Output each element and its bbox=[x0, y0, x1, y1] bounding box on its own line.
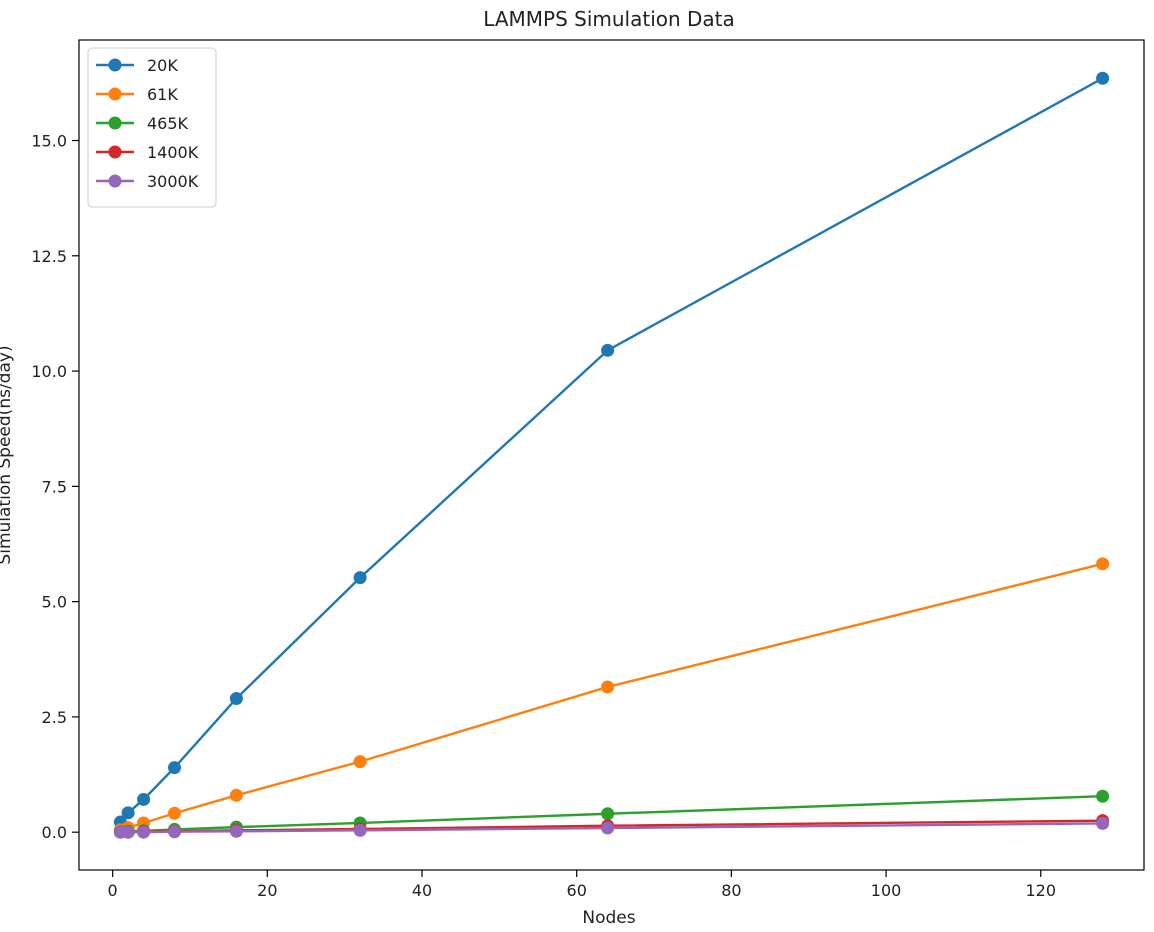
data-point bbox=[353, 755, 367, 769]
data-point bbox=[1096, 557, 1110, 571]
data-point bbox=[168, 806, 182, 820]
data-point bbox=[601, 680, 615, 694]
data-point bbox=[601, 807, 615, 821]
legend-marker bbox=[108, 145, 122, 159]
data-point bbox=[229, 788, 243, 802]
data-point bbox=[229, 691, 243, 705]
data-point bbox=[168, 825, 182, 839]
data-point bbox=[137, 792, 151, 806]
x-tick-label: 40 bbox=[412, 881, 432, 900]
data-point bbox=[229, 824, 243, 838]
y-tick-label: 2.5 bbox=[42, 708, 67, 727]
series-line bbox=[119, 77, 1104, 823]
y-axis-label: Simulation Speed(ns/day) bbox=[0, 345, 15, 564]
data-point bbox=[121, 806, 135, 820]
data-point bbox=[137, 825, 151, 839]
legend-box bbox=[87, 47, 217, 208]
data-point bbox=[121, 825, 135, 839]
legend-label: 61K bbox=[147, 85, 178, 104]
x-axis-label: Nodes bbox=[582, 908, 635, 928]
legend-label: 3000K bbox=[147, 172, 199, 191]
y-tick-label: 5.0 bbox=[42, 593, 67, 612]
x-tick-label: 100 bbox=[871, 881, 902, 900]
series-3000K bbox=[113, 816, 1110, 839]
legend-entry: 465K bbox=[96, 114, 189, 133]
data-point bbox=[353, 823, 367, 837]
y-tick-label: 10.0 bbox=[31, 362, 67, 381]
data-point bbox=[601, 821, 615, 835]
legend-marker bbox=[108, 58, 122, 72]
data-point bbox=[1096, 71, 1110, 85]
series-20K bbox=[113, 71, 1110, 829]
data-point bbox=[601, 343, 615, 357]
x-tick-label: 60 bbox=[567, 881, 587, 900]
x-tick-label: 80 bbox=[721, 881, 741, 900]
legend-entry: 3000K bbox=[96, 172, 199, 191]
y-tick-label: 0.0 bbox=[42, 823, 67, 842]
series-61K bbox=[113, 557, 1110, 837]
y-tick-label: 12.5 bbox=[31, 247, 67, 266]
series-line bbox=[120, 562, 1103, 832]
x-tick-label: 0 bbox=[108, 881, 118, 900]
legend-marker bbox=[108, 87, 122, 101]
legend-entry: 61K bbox=[96, 85, 178, 104]
legend-marker bbox=[108, 174, 122, 188]
legend-label: 465K bbox=[147, 114, 189, 133]
x-tick-label: 120 bbox=[1025, 881, 1056, 900]
legend: 20K 61K 465K 1400K 3000K bbox=[87, 47, 217, 208]
legend-entry: 20K bbox=[96, 56, 178, 75]
legend-label: 20K bbox=[147, 56, 178, 75]
plot-frame bbox=[78, 39, 1145, 871]
data-point bbox=[168, 761, 182, 775]
data-point bbox=[1096, 789, 1110, 803]
data-point bbox=[353, 571, 367, 585]
legend-entry: 1400K bbox=[96, 143, 199, 162]
legend-label: 1400K bbox=[147, 143, 199, 162]
data-point bbox=[1096, 816, 1110, 830]
legend-marker bbox=[108, 116, 122, 130]
y-tick-label: 15.0 bbox=[31, 132, 67, 151]
x-tick-label: 20 bbox=[257, 881, 277, 900]
y-tick-label: 7.5 bbox=[42, 477, 67, 496]
chart-title: LAMMPS Simulation Data bbox=[483, 7, 735, 31]
